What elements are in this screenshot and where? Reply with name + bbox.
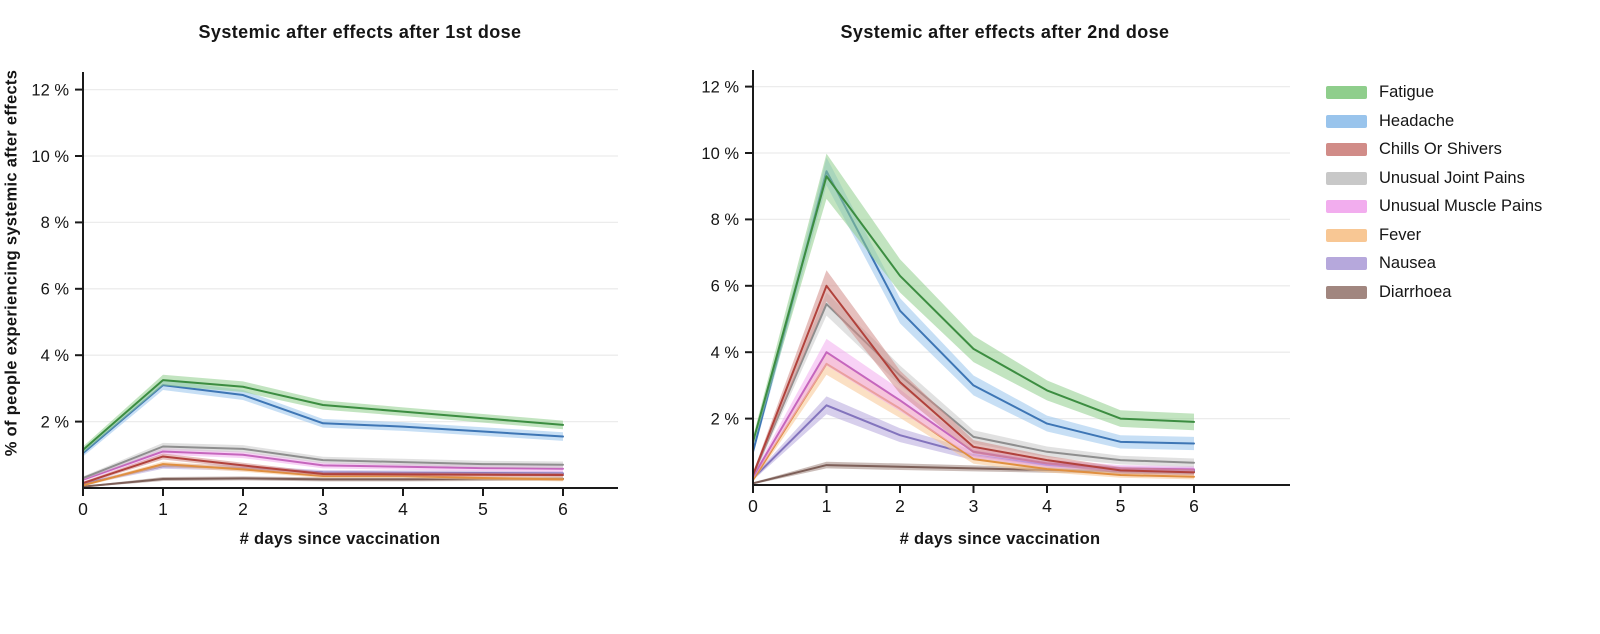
x-tick-label: 0 [78, 499, 88, 519]
legend-item-unusual-muscle-pains: Unusual Muscle Pains [1326, 197, 1542, 216]
x-tick-label: 3 [318, 499, 328, 519]
series-line-fatigue [752, 175, 1195, 443]
chart-title-second-dose: Systemic after effects after 2nd dose [840, 22, 1170, 42]
legend-label: Headache [1379, 111, 1455, 130]
legend-swatch [1326, 114, 1367, 128]
legend-item-chills-or-shivers: Chills Or Shivers [1326, 140, 1542, 159]
legend-item-diarrhoea: Diarrhoea [1326, 283, 1542, 302]
y-tick-label: 6 % [41, 281, 70, 299]
y-tick-label: 10 % [31, 148, 69, 166]
x-axis-label-first-dose: # days since vaccination [239, 530, 441, 548]
legend-swatch [1326, 285, 1367, 299]
y-tick-label: 6 % [711, 278, 740, 296]
y-tick-label: 8 % [711, 211, 740, 229]
x-tick-label: 6 [558, 499, 568, 519]
y-tick-label: 8 % [41, 214, 70, 232]
x-tick-label: 6 [1189, 496, 1199, 516]
legend-swatch [1326, 171, 1367, 185]
y-tick-label: 12 % [701, 78, 739, 96]
x-tick-label: 4 [398, 499, 408, 519]
legend-swatch [1326, 200, 1367, 213]
x-tick-label: 1 [822, 496, 832, 516]
confidence-band-unusual-joint-pains [83, 442, 563, 480]
series-line-fatigue [82, 379, 564, 451]
x-tick-label: 4 [1042, 496, 1052, 516]
y-tick-label: 12 % [31, 81, 69, 99]
legend-swatch [1326, 143, 1367, 156]
legend-item-fever: Fever [1326, 226, 1542, 245]
legend-swatch [1326, 228, 1367, 242]
x-axis-label-second-dose: # days since vaccination [899, 530, 1101, 548]
series-line-unusual-muscle-pains [82, 450, 564, 481]
legend-item-fatigue: Fatigue [1326, 83, 1542, 102]
series-line-unusual-joint-pains [752, 303, 1195, 477]
x-tick-label: 2 [238, 499, 248, 519]
legend-swatch [1326, 86, 1367, 99]
confidence-band-diarrhoea [753, 461, 1194, 485]
legend-item-unusual-joint-pains: Unusual Joint Pains [1326, 169, 1542, 188]
chart-title-first-dose: Systemic after effects after 1st dose [198, 22, 522, 42]
y-tick-label: 4 % [41, 347, 70, 365]
series-line-chills-or-shivers [82, 455, 564, 485]
confidence-band-fatigue [83, 374, 563, 454]
legend-label: Diarrhoea [1379, 282, 1452, 301]
confidence-band-chills-or-shivers [753, 270, 1194, 478]
y-tick-label: 2 % [41, 413, 70, 431]
legend-label: Fever [1379, 225, 1422, 244]
line-chart-first-dose: 2 % 4 % 6 % 8 % 10 % 12 % 0 1 2 3 4 5 6 [31, 72, 618, 519]
y-tick-label: 4 % [711, 344, 740, 362]
legend-label: Unusual Joint Pains [1379, 168, 1525, 187]
legend-label: Chills Or Shivers [1379, 140, 1502, 158]
legend-item-headache: Headache [1326, 112, 1542, 131]
y-tick-label: 10 % [701, 145, 739, 163]
x-tick-label: 2 [895, 496, 905, 516]
y-tick-label: 2 % [711, 410, 740, 428]
line-chart-second-dose: 2 % 4 % 6 % 8 % 10 % 12 % 0 1 2 3 4 5 6 [701, 70, 1290, 516]
legend-label: Fatigue [1379, 83, 1435, 101]
series-line-unusual-joint-pains [82, 445, 564, 480]
series-line-chills-or-shivers [752, 284, 1195, 477]
legend: Fatigue Headache Chills Or Shivers Unusual … [1326, 83, 1542, 311]
legend-label: Unusual Muscle Pains [1379, 197, 1543, 215]
legend-label: Nausea [1379, 254, 1436, 272]
x-tick-label: 0 [748, 496, 758, 516]
legend-swatch [1326, 257, 1367, 270]
legend-item-nausea: Nausea [1326, 254, 1542, 273]
x-tick-label: 1 [158, 499, 168, 519]
x-tick-label: 3 [969, 496, 979, 516]
confidence-band-nausea [753, 396, 1194, 481]
x-tick-label: 5 [1116, 496, 1126, 516]
confidence-band-unusual-muscle-pains [753, 338, 1194, 480]
x-tick-label: 5 [478, 499, 488, 519]
